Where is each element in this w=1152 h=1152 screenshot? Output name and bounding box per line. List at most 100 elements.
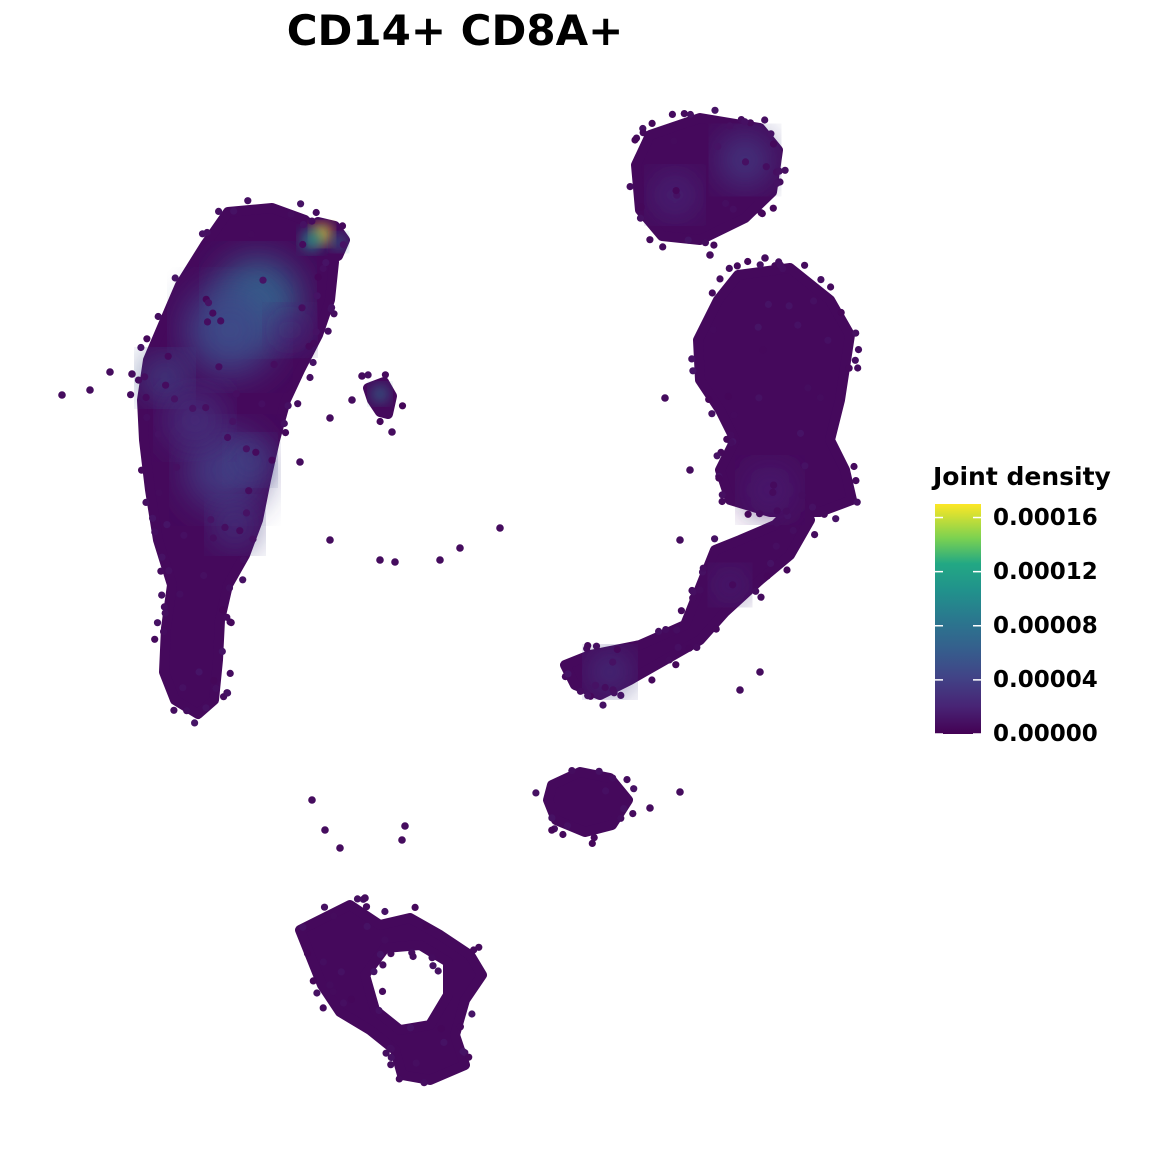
scatter-point (677, 607, 686, 615)
scatter-point (646, 236, 654, 244)
scatter-point (708, 410, 716, 418)
scatter-point (395, 1075, 403, 1083)
scatter-point (754, 323, 762, 331)
scatter-point (465, 1053, 473, 1061)
scatter-point (179, 684, 187, 692)
scatter-point (157, 567, 165, 575)
scatter-point (755, 394, 763, 402)
scatter-point (850, 462, 858, 471)
scatter-point (648, 676, 656, 684)
scatter-point (662, 626, 670, 634)
scatter-point (801, 462, 809, 470)
scatter-point (733, 262, 741, 270)
scatter-point (338, 222, 347, 230)
scatter-point (249, 535, 257, 543)
scatter-point (287, 210, 295, 218)
scatter-point (729, 581, 737, 589)
legend-tick-label: 0.00016 (993, 504, 1098, 531)
scatter-point (429, 962, 437, 970)
scatter-point (746, 119, 755, 127)
scatter-point (626, 183, 634, 191)
scatter-point (764, 300, 773, 308)
scatter-point (306, 373, 314, 382)
scatter-point (712, 625, 720, 633)
scatter-point (142, 393, 150, 401)
scatter-point (715, 474, 723, 482)
scatter-point (781, 166, 789, 174)
scatter-point (674, 643, 682, 652)
scatter-point (785, 302, 793, 310)
scatter-point (299, 923, 307, 931)
scatter-point (298, 304, 306, 312)
scatter-point (696, 586, 704, 594)
scatter-point (245, 487, 253, 495)
scatter-point (363, 922, 371, 931)
scatter-point (309, 358, 317, 367)
scatter-point (183, 707, 191, 715)
scatter-point (141, 373, 149, 381)
scatter-point (837, 308, 845, 317)
scatter-point (672, 187, 680, 195)
density-highlight (372, 386, 388, 402)
scatter-point (631, 136, 639, 144)
scatter-point (319, 1004, 327, 1012)
scatter-point (613, 645, 621, 654)
scatter-point (370, 968, 378, 976)
scatter-point (711, 106, 719, 114)
scatter-point (320, 903, 329, 911)
scatter-point (854, 346, 863, 354)
scatter-point (564, 670, 572, 678)
scatter-point (623, 776, 631, 784)
scatter-point (308, 796, 316, 804)
scatter-point (769, 488, 777, 496)
scatter-point (576, 687, 585, 695)
scatter-point (672, 661, 680, 669)
cluster-bottom-right-blob (543, 767, 633, 837)
scatter-point (161, 609, 169, 617)
scatter-point (761, 254, 769, 262)
scatter-point (440, 1038, 448, 1046)
scatter-point (422, 922, 430, 930)
scatter-point (639, 129, 647, 137)
scatter-point (198, 230, 207, 238)
scatter-point (468, 1010, 476, 1018)
scatter-point (387, 1053, 395, 1062)
chart-title: CD14+ CD8A+ (286, 6, 624, 55)
scatter-point (726, 122, 734, 130)
legend-tick-label: 0.00000 (993, 721, 1098, 747)
scatter-point (852, 329, 860, 337)
scatter-point (358, 372, 366, 380)
legend-tick-label: 0.00004 (993, 666, 1098, 693)
scatter-point (391, 558, 399, 566)
scatter-point (348, 396, 356, 404)
scatter-point (701, 239, 710, 247)
density-highlights (143, 134, 795, 692)
scatter-point (202, 404, 210, 412)
scatter-points (58, 106, 863, 1087)
scatter-point (322, 259, 330, 267)
scatter-point (706, 251, 714, 259)
scatter-point (312, 328, 320, 336)
scatter-point (713, 452, 721, 460)
scatter-point (685, 644, 693, 652)
scatter-point (143, 413, 151, 421)
scatter-point (629, 810, 637, 818)
scatter-point (294, 400, 302, 408)
scatter-point (559, 830, 567, 839)
scatter-point (752, 587, 760, 595)
legend-tick-label: 0.00008 (993, 612, 1098, 639)
scatter-point (763, 572, 771, 580)
scatter-point (757, 593, 765, 601)
scatter-point (158, 553, 166, 561)
scatter-point (773, 519, 781, 527)
scatter-point (376, 417, 384, 426)
scatter-point (164, 352, 172, 360)
scatter-point (258, 400, 266, 408)
scatter-point (176, 590, 184, 598)
scatter-point (313, 989, 321, 997)
scatter-point (853, 498, 861, 506)
scatter-point (409, 952, 417, 961)
scatter-point (459, 1047, 467, 1056)
scatter-point (319, 264, 327, 273)
